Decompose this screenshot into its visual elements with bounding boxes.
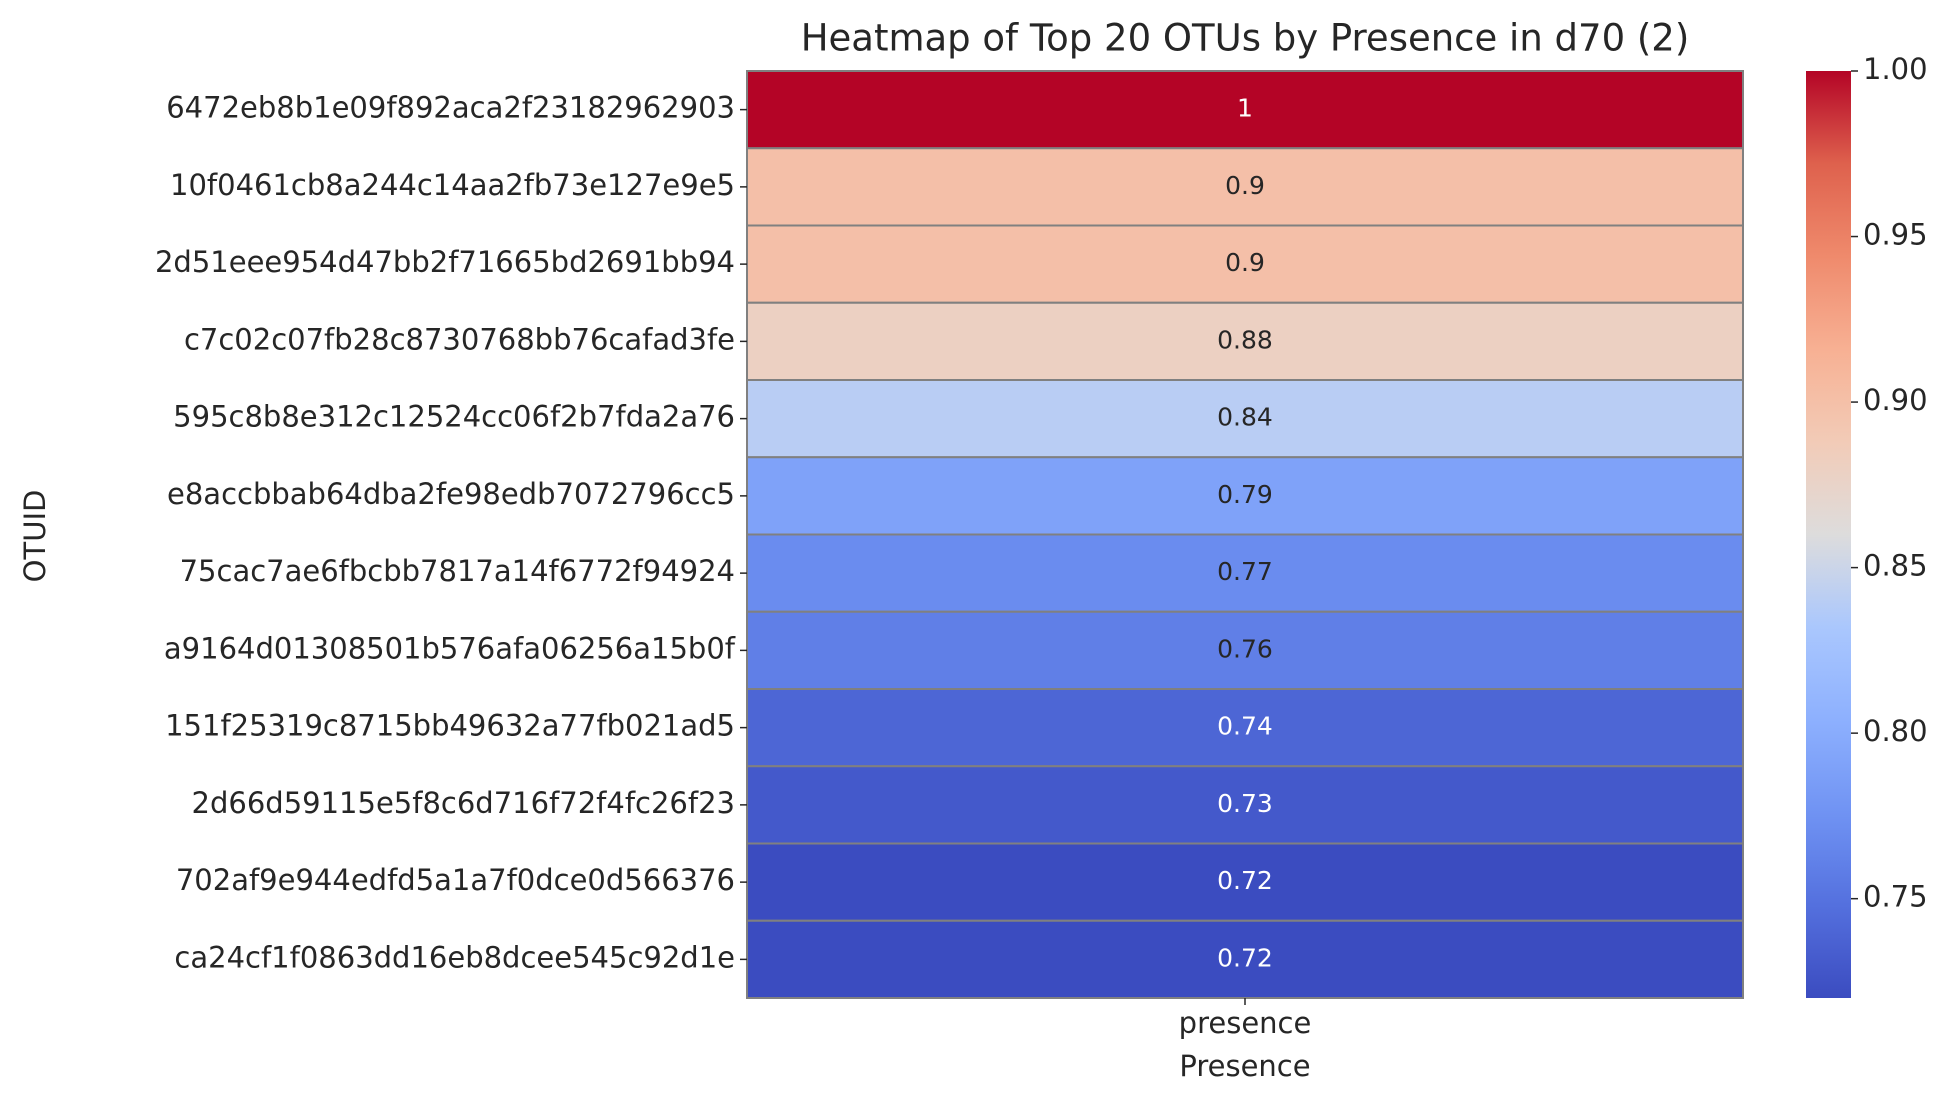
colorbar-tick-label: 0.95 [1863,218,1928,252]
heatmap-cell [746,765,1744,845]
y-tick-label: 2d66d59115e5f8c6d716f72f4fc26f23 [192,786,735,820]
cell-label: 0.79 [1217,480,1273,509]
cell-label: 0.9 [1225,248,1265,277]
y-tick-label: c7c02c07fb28c8730768bb76cafad3fe [184,322,735,356]
cell-label: 0.9 [1225,171,1265,200]
colorbar [1806,71,1851,998]
colorbar-tick-label: 0.75 [1863,880,1928,914]
cell-label: 0.73 [1217,789,1273,818]
heatmap-cell [746,70,1744,150]
cell-label: 0.72 [1217,943,1273,972]
y-tick-label: e8accbbab64dba2fe98edb7072796cc5 [167,477,735,511]
colorbar-tick-label: 0.85 [1863,549,1928,583]
chart-title: Heatmap of Top 20 OTUs by Presence in d7… [801,17,1690,60]
y-tick-label: 702af9e944edfd5a1a7f0dce0d566376 [176,863,735,897]
y-tick-label: a9164d01308501b576afa06256a15b0f [164,631,736,665]
y-tick-label: 75cac7ae6fbcbb7817a14f6772f94924 [180,554,735,588]
cell-label: 0.84 [1217,403,1273,432]
colorbar-tick-label: 0.90 [1863,383,1928,417]
x-axis-label: Presence [1179,1049,1310,1083]
y-tick-label: 6472eb8b1e09f892aca2f23182962903 [166,91,735,125]
heatmap-cell [746,533,1744,613]
cell-label: 0.72 [1217,866,1273,895]
y-tick-label: 2d51eee954d47bb2f71665bd2691bb94 [155,245,735,279]
y-axis-label: OTUID [18,490,52,583]
y-tick-label: ca24cf1f0863dd16eb8dcee545c92d1e [174,940,735,974]
heatmap-cell [746,919,1744,999]
cell-label: 0.76 [1217,634,1273,663]
y-tick-label: 151f25319c8715bb49632a77fb021ad5 [165,709,735,743]
heatmap-cell [746,456,1744,536]
colorbar-tick-label: 0.80 [1863,714,1928,748]
cell-label: 0.77 [1217,557,1273,586]
y-tick-label: 10f0461cb8a244c14aa2fb73e127e9e5 [170,168,735,202]
x-tick-label: presence [1179,1006,1312,1040]
y-tick-label: 595c8b8e312c12524cc06f2b7fda2a76 [173,400,735,434]
cell-label: 0.74 [1217,712,1273,741]
cell-label: 0.88 [1217,325,1273,354]
cell-label: 1 [1237,94,1253,123]
heatmap-cell [746,842,1744,922]
colorbar-tick-label: 1.00 [1863,52,1928,86]
heatmap-cell [746,610,1744,690]
heatmap-cell [746,147,1744,227]
